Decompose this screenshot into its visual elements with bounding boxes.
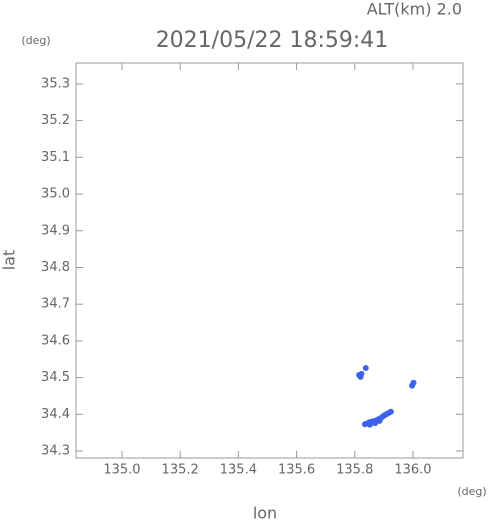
point — [387, 408, 394, 415]
point — [358, 370, 365, 377]
point — [376, 417, 383, 424]
altitude: ALT(km) 2.0 — [367, 0, 462, 19]
x-tick-label: 135.8 — [336, 463, 373, 478]
x-tick-label: 135.4 — [220, 463, 257, 478]
x-axis-label: lon — [253, 504, 277, 522]
y-tick-label: 34.5 — [41, 370, 70, 385]
y-tick-label: 34.7 — [41, 297, 70, 312]
point — [362, 365, 369, 372]
plot-frame — [75, 62, 464, 459]
y-tick-label: 34.8 — [41, 260, 70, 275]
y-tick-label: 35.3 — [41, 76, 70, 91]
x-tick-label: 135.0 — [103, 463, 140, 478]
y-tick-label: 34.9 — [41, 223, 70, 238]
chart-title: 2021/05/22 18:59:41 — [156, 28, 389, 53]
x-tick-label: 136.0 — [394, 463, 431, 478]
point — [410, 379, 417, 386]
point — [366, 421, 373, 428]
y-tick-label: 34.6 — [41, 333, 70, 348]
y-tick-label: 34.4 — [41, 407, 70, 422]
x-unit: (deg) — [457, 485, 486, 498]
x-tick-label: 135.2 — [162, 463, 199, 478]
y-unit: (deg) — [21, 34, 50, 47]
y-tick-label: 35.2 — [41, 113, 70, 128]
x-tick-label: 135.6 — [278, 463, 315, 478]
y-axis-label: lat — [0, 250, 19, 271]
y-tick-label: 35.1 — [41, 150, 70, 165]
y-tick-label: 35.0 — [41, 187, 70, 202]
y-tick-label: 34.3 — [41, 444, 70, 459]
